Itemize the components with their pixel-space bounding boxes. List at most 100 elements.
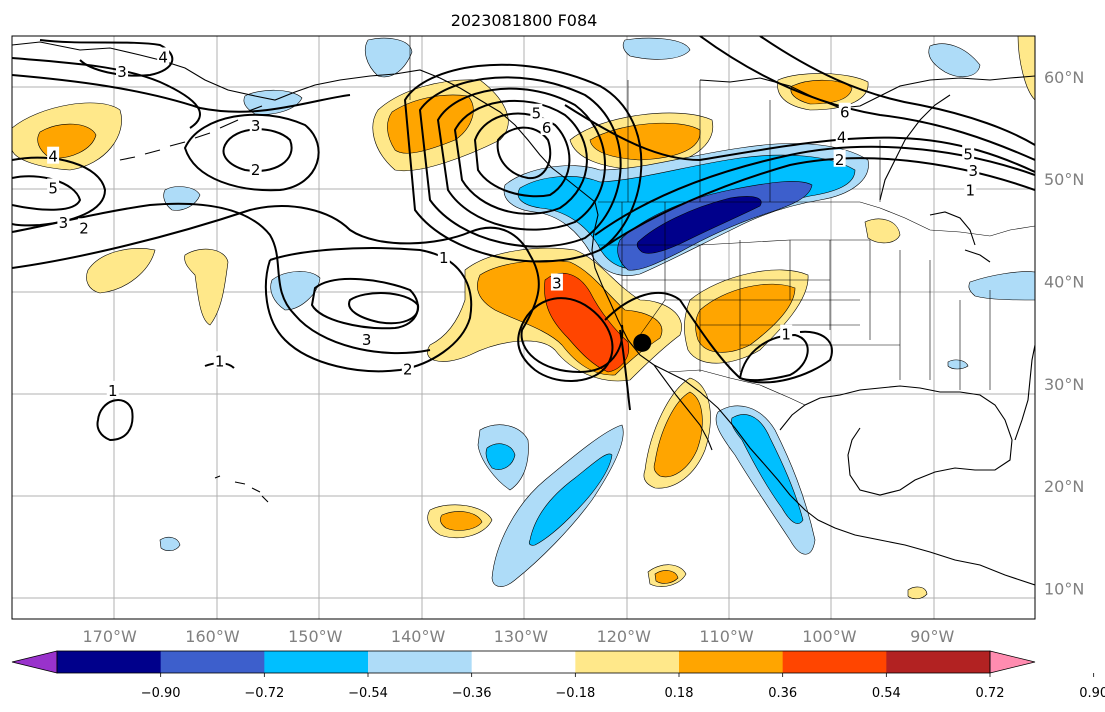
colorbar-segment xyxy=(782,651,887,673)
colorbar-tick-label: −0.54 xyxy=(348,686,388,701)
contour-line xyxy=(12,156,107,227)
contour-label-background xyxy=(964,180,977,198)
contour-label: 4 xyxy=(158,48,168,66)
contour-line xyxy=(738,333,809,382)
colorbar-segment xyxy=(575,651,680,673)
contour-label: 1 xyxy=(781,326,791,344)
lon-tick-label: 160°W xyxy=(185,627,240,646)
contour-label-background xyxy=(47,178,60,196)
contour-line xyxy=(517,297,614,382)
colorbar-tick-label: −0.72 xyxy=(244,686,284,701)
lon-tick-label: 130°W xyxy=(494,627,549,646)
contour-label-background xyxy=(835,127,848,145)
lon-tick-label: 170°W xyxy=(82,627,137,646)
lon-tick-label: 90°W xyxy=(910,627,954,646)
anomaly-negative-skyblue-region xyxy=(731,414,804,524)
contour-label-background xyxy=(437,247,450,265)
contour-label-background xyxy=(838,102,851,120)
contour-line xyxy=(12,202,431,355)
contour-label: 3 xyxy=(969,162,979,180)
location-marker xyxy=(633,333,652,352)
coastline-hudson-bay xyxy=(879,94,951,201)
contour-label: 3 xyxy=(251,117,261,135)
anomaly-positive-orange-region xyxy=(440,511,483,531)
colorbar-tick-label: 0.18 xyxy=(665,686,694,701)
contour-line xyxy=(348,292,420,325)
contour-line xyxy=(39,39,174,77)
contour-label: 2 xyxy=(251,161,261,179)
contour-label: 3 xyxy=(59,214,69,232)
colorbar-tick-label: 0.90 xyxy=(1079,686,1105,701)
lat-axis-labels: 60°N 50°N 40°N 30°N 20°N 10°N xyxy=(1044,68,1084,598)
coastline-aleutians xyxy=(119,105,263,161)
contour-label-background xyxy=(550,273,563,291)
lat-tick-label: 30°N xyxy=(1044,375,1084,394)
coastline-great-lakes xyxy=(929,211,991,263)
contour-label-background xyxy=(401,359,414,377)
contour-label-background xyxy=(967,161,980,179)
lat-tick-label: 10°N xyxy=(1044,579,1084,598)
lon-tick-label: 120°W xyxy=(597,627,652,646)
contour-label: 3 xyxy=(362,331,372,349)
anomaly-negative-lightblue-region xyxy=(968,271,1035,301)
lon-tick-label: 140°W xyxy=(391,627,446,646)
contour-label-background xyxy=(540,118,553,136)
colorbar-segment xyxy=(160,651,265,673)
political-borders xyxy=(409,36,1035,406)
colorbar-tick-label: 0.72 xyxy=(976,686,1005,701)
contour-line xyxy=(436,87,606,231)
anomaly-positive-orange-region xyxy=(589,122,701,161)
coastline-florida-atlantic xyxy=(1014,344,1035,441)
anomaly-negative-lightblue-region xyxy=(159,536,181,551)
anomaly-negative-skyblue-region xyxy=(528,453,613,546)
contour-label: 6 xyxy=(542,119,552,137)
contour-label: 2 xyxy=(79,219,89,237)
contour-label-background xyxy=(249,116,262,134)
anomaly-positive-orange-region xyxy=(654,570,679,584)
lat-tick-label: 20°N xyxy=(1044,477,1084,496)
colorbar: −0.90 −0.72 −0.54 −0.36 −0.18 0.18 0.36 0.54 0.7… xyxy=(11,650,1105,701)
colorbar-segment xyxy=(57,651,162,673)
anomaly-positive-yellow-region xyxy=(184,248,229,326)
contour-label: 1 xyxy=(965,181,975,199)
contour-line xyxy=(183,113,320,192)
lat-tick-label: 40°N xyxy=(1044,272,1084,291)
colorbar-tick-label: −0.36 xyxy=(452,686,492,701)
lat-tick-label: 60°N xyxy=(1044,68,1084,87)
anomaly-negative-lightblue-region xyxy=(622,37,691,60)
contour-label-background xyxy=(780,324,793,342)
contour-label-background xyxy=(57,213,70,231)
contour-line xyxy=(594,145,1035,236)
border-states-horizontal xyxy=(598,239,900,346)
colorbar-tick-label: −0.90 xyxy=(141,686,181,701)
contour-line xyxy=(496,126,552,180)
coastline-gulf-of-mexico xyxy=(779,385,1013,496)
coastline-baja-and-gulf xyxy=(653,364,1035,586)
contour-line xyxy=(12,74,351,113)
anomaly-negative-darkblue-region xyxy=(636,196,762,254)
map-frame xyxy=(11,35,1036,620)
anomaly-negative-lightblue-region xyxy=(270,271,321,311)
contour-label: 5 xyxy=(48,179,58,197)
colorbar-tick-label: −0.18 xyxy=(555,686,595,701)
coastline-canada-north xyxy=(699,75,1035,109)
contour-line xyxy=(12,57,201,129)
contour-label-background xyxy=(213,351,226,369)
contour-label-background xyxy=(249,159,262,177)
contour-line xyxy=(403,63,643,263)
contour-label: 1 xyxy=(215,352,225,370)
contour-line xyxy=(96,399,134,442)
anomaly-negative-lightblue-region xyxy=(947,359,969,370)
contour-label: 1 xyxy=(108,382,118,400)
coastline-hawaii xyxy=(214,475,269,503)
contour-label: 2 xyxy=(403,360,413,378)
contour-label-background xyxy=(116,61,129,79)
contour-label-background xyxy=(530,103,543,121)
contour-label: 4 xyxy=(48,148,58,166)
contour-line xyxy=(473,112,571,198)
anomaly-negative-skyblue-region xyxy=(485,443,516,470)
anomaly-shading xyxy=(12,36,1035,600)
contour-label: 3 xyxy=(117,63,127,81)
contour-label: 4 xyxy=(837,128,847,146)
